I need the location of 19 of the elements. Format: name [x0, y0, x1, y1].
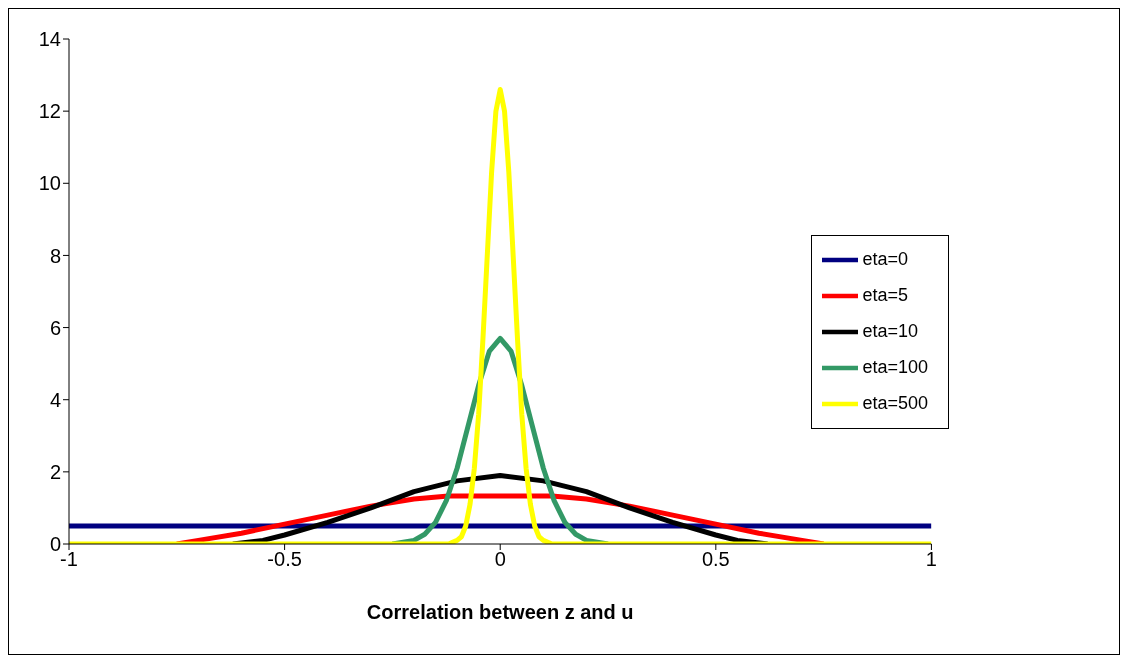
- x-tick-label: 1: [925, 548, 937, 571]
- x-axis-title: Correlation between z and u: [366, 601, 634, 623]
- y-tick-label: 6: [49, 316, 61, 339]
- legend-label: eta=5: [862, 284, 908, 305]
- x-tick-label: -1: [60, 548, 78, 571]
- x-tick-label: -0.5: [267, 548, 302, 571]
- legend-label: eta=100: [862, 356, 928, 377]
- legend-label: eta=0: [862, 248, 908, 269]
- legend-label: eta=10: [862, 320, 918, 341]
- y-tick-label: 14: [38, 28, 61, 51]
- y-tick-label: 2: [49, 460, 61, 483]
- y-tick-label: 12: [38, 100, 61, 123]
- y-tick-label: 10: [38, 172, 61, 195]
- y-tick-label: 4: [49, 388, 61, 411]
- y-tick-label: 0: [49, 533, 61, 556]
- legend-label: eta=500: [862, 392, 928, 413]
- y-tick-label: 8: [49, 244, 61, 267]
- x-tick-label: 0: [494, 548, 506, 571]
- x-tick-label: 0.5: [701, 548, 730, 571]
